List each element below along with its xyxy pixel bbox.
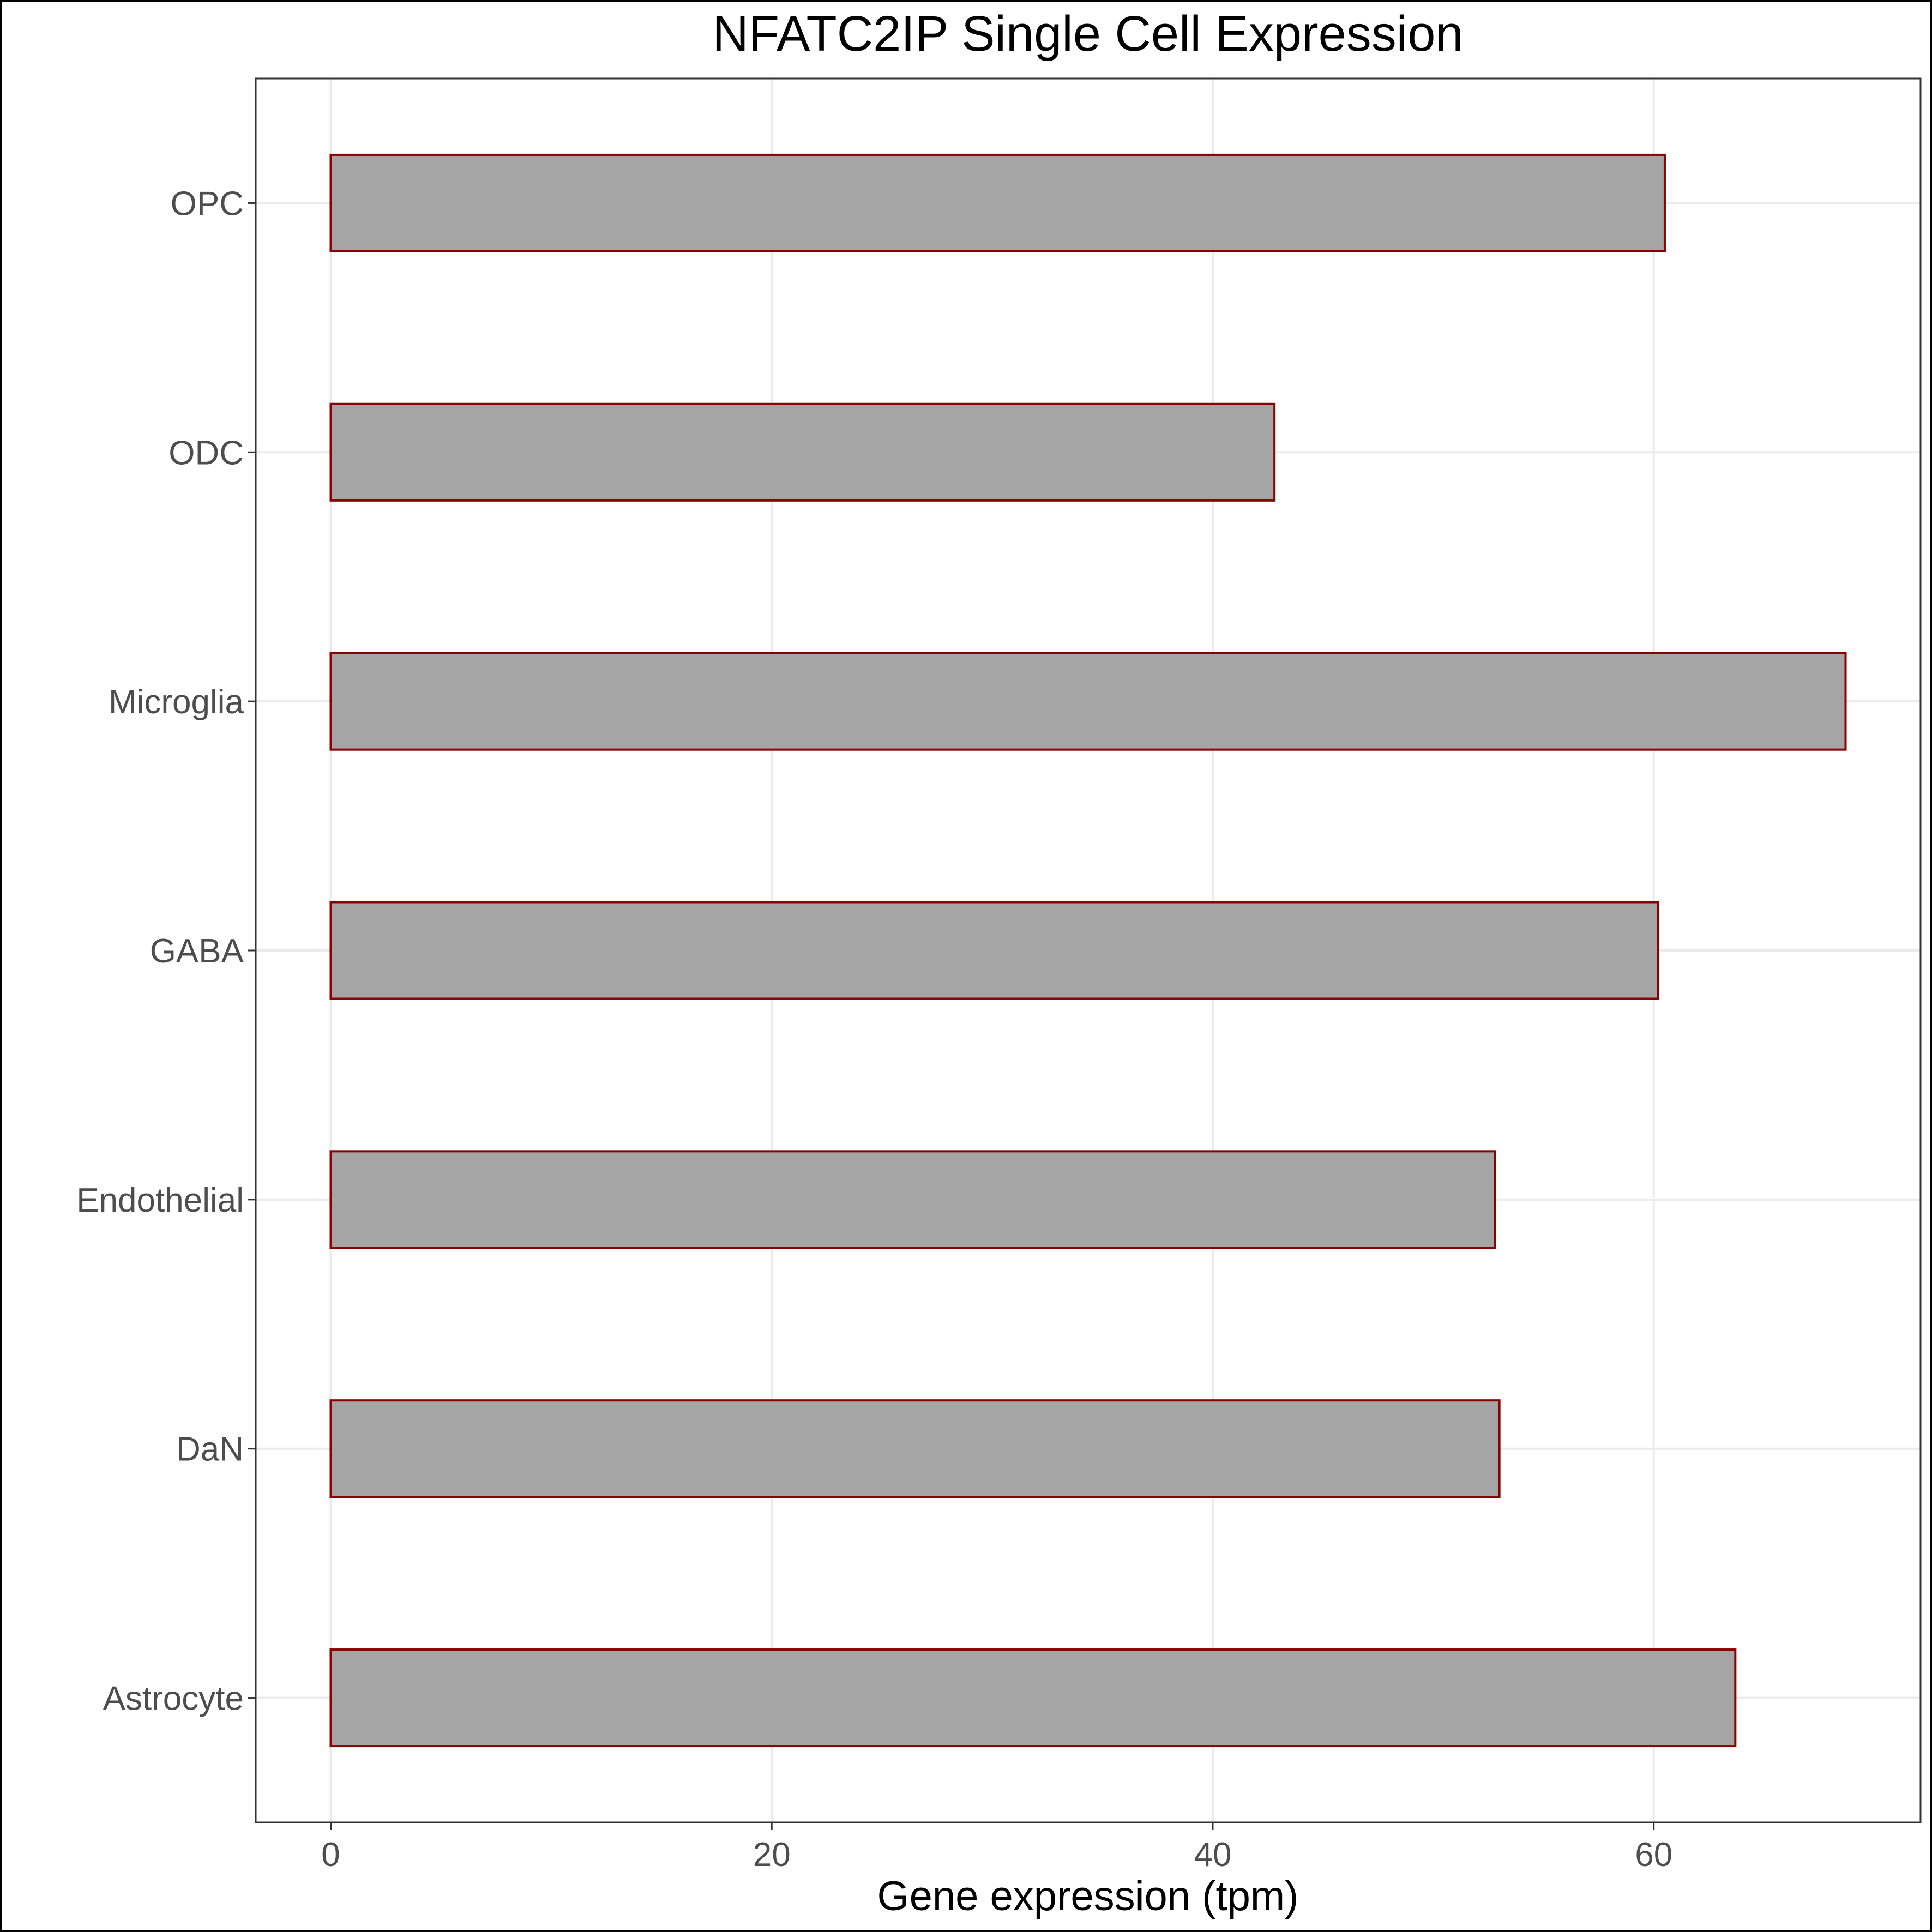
bar-endothelial: [329, 1150, 1496, 1249]
y-tick-label: Astrocyte: [103, 1680, 244, 1718]
x-axis-title: Gene expression (tpm): [877, 1873, 1299, 1919]
bar-gaba: [329, 901, 1659, 1000]
bar-opc: [329, 153, 1666, 252]
y-tick-label: Endothelial: [76, 1182, 244, 1219]
bar-astrocyte: [329, 1648, 1737, 1748]
x-tick-label: 20: [753, 1836, 791, 1874]
chart-title: NFATC2IP Single Cell Expression: [712, 6, 1463, 62]
bar-microglia: [329, 652, 1847, 751]
y-tick-label: Microglia: [109, 683, 244, 721]
x-tick-label: 40: [1194, 1836, 1231, 1874]
bar-dan: [329, 1399, 1501, 1498]
y-tick-label: ODC: [168, 434, 244, 472]
tick-layer: 0 20 40 60 Astrocyte DaN Endothelial GABA Microg…: [76, 185, 1672, 1874]
bar-layer: [329, 153, 1847, 1748]
y-tick-label: DaN: [176, 1431, 244, 1468]
x-tick-label: 60: [1635, 1836, 1672, 1874]
y-tick-label: GABA: [150, 932, 244, 970]
y-tick-label: OPC: [171, 185, 244, 222]
x-tick-label: 0: [321, 1836, 340, 1874]
bar-odc: [329, 402, 1276, 502]
